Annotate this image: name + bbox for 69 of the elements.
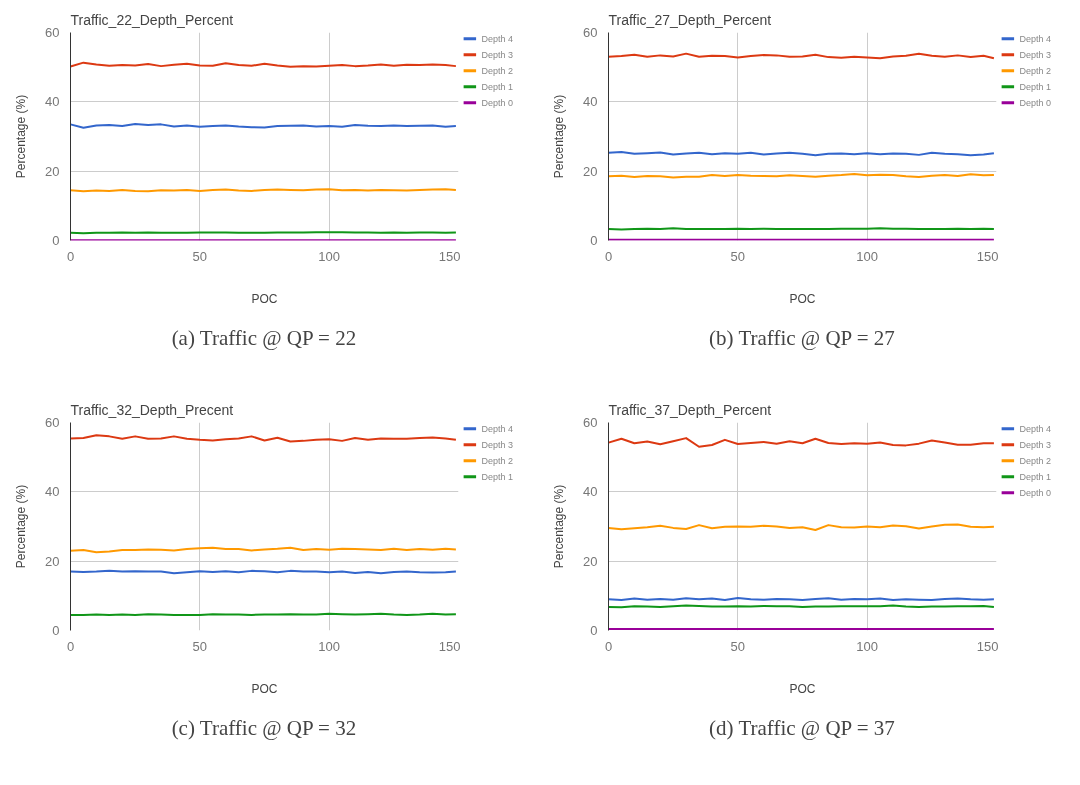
y-tick-label: 40 [583, 94, 598, 110]
x-tick-label: 150 [438, 638, 461, 654]
legend-label: Depth 2 [481, 455, 514, 466]
legend-label: Depth 4 [1019, 423, 1052, 434]
x-tick-label: 0 [66, 638, 75, 654]
y-axis-title: Percentage (%) [14, 94, 29, 179]
legend-label: Depth 2 [481, 65, 514, 76]
text: (d) Traffic @ QP = 37 [709, 715, 895, 740]
line-series [70, 434, 457, 443]
x-axis-title: POC [789, 291, 816, 306]
chart-title: Traffic_32_Depth_Precent [70, 401, 234, 418]
text: (a) Traffic @ QP = 22 [171, 325, 357, 350]
legend-label: Depth 1 [481, 471, 514, 482]
y-tick-label: 0 [590, 623, 598, 638]
legend-label: Depth 2 [1019, 65, 1052, 76]
x-tick-label: 50 [192, 248, 208, 264]
y-tick-label: 0 [52, 623, 60, 638]
text: (c) Traffic @ QP = 32 [171, 715, 357, 740]
x-tick-label: 150 [438, 248, 461, 264]
y-tick-label: 40 [45, 484, 60, 500]
y-tick-label: 20 [583, 163, 598, 179]
legend-label: Depth 0 [1019, 487, 1052, 498]
x-tick-label: 50 [730, 638, 746, 654]
y-tick-label: 0 [590, 233, 598, 248]
legend-label: Depth 4 [481, 33, 514, 44]
y-tick-label: 60 [45, 25, 60, 40]
y-tick-label: 60 [583, 25, 598, 40]
y-axis-title: Percentage (%) [14, 484, 29, 569]
y-tick-label: 60 [583, 415, 598, 430]
legend-label: Depth 4 [481, 423, 514, 434]
x-tick-label: 0 [66, 248, 75, 264]
y-tick-label: 60 [45, 415, 60, 430]
x-tick-label: 0 [604, 248, 613, 264]
y-axis-title: Percentage (%) [552, 484, 567, 569]
x-tick-label: 150 [976, 248, 999, 264]
x-tick-label: 100 [318, 248, 341, 264]
chart-title: Traffic_37_Depth_Percent [608, 401, 772, 418]
legend-label: Depth 1 [481, 81, 514, 92]
y-tick-label: 20 [45, 553, 60, 569]
legend-label: Depth 0 [481, 97, 514, 108]
text: (b) Traffic @ QP = 27 [709, 325, 895, 350]
x-axis-title: POC [251, 681, 278, 696]
chart-title: Traffic_27_Depth_Percent [608, 11, 772, 28]
line-series [608, 437, 995, 448]
y-tick-label: 40 [45, 94, 60, 110]
y-axis-title: Percentage (%) [552, 94, 567, 179]
x-axis-title: POC [789, 681, 816, 696]
x-tick-label: 100 [856, 638, 879, 654]
legend-label: Depth 1 [1019, 471, 1052, 482]
legend-label: Depth 0 [1019, 97, 1052, 108]
y-tick-label: 20 [583, 553, 598, 569]
legend-label: Depth 1 [1019, 81, 1052, 92]
y-tick-label: 40 [583, 484, 598, 500]
legend-label: Depth 3 [481, 49, 514, 60]
x-tick-label: 100 [856, 248, 879, 264]
chart-title: Traffic_22_Depth_Percent [70, 11, 234, 28]
legend-label: Depth 4 [1019, 33, 1052, 44]
legend-label: Depth 3 [1019, 49, 1052, 60]
legend-label: Depth 3 [481, 439, 514, 450]
x-tick-label: 50 [730, 248, 746, 264]
legend-label: Depth 2 [1019, 455, 1052, 466]
x-tick-label: 50 [192, 638, 208, 654]
legend-label: Depth 3 [1019, 439, 1052, 450]
x-tick-label: 100 [318, 638, 341, 654]
x-tick-label: 0 [604, 638, 613, 654]
y-tick-label: 0 [52, 233, 60, 248]
y-tick-label: 20 [45, 163, 60, 179]
x-tick-label: 150 [976, 638, 999, 654]
x-axis-title: POC [251, 291, 278, 306]
